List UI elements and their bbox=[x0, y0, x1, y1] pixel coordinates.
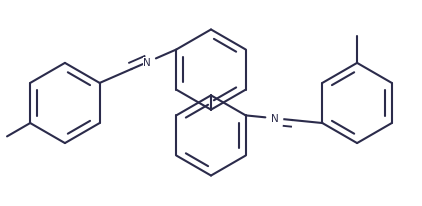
Text: N: N bbox=[271, 114, 279, 124]
Text: N: N bbox=[143, 58, 151, 68]
